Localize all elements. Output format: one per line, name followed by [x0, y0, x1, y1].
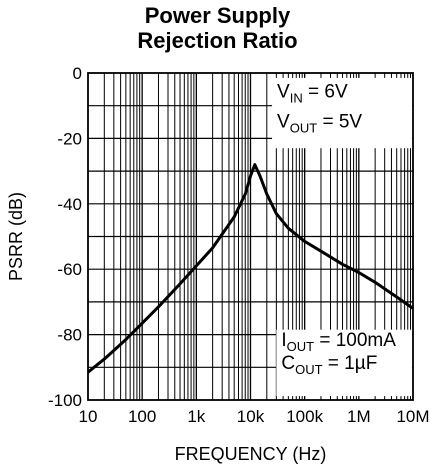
condition-label: VOUT = 5V: [277, 112, 362, 136]
x-tick-label: 10M: [396, 407, 429, 426]
y-tick-labels: 0 -20 -40 -60 -80 -100: [48, 64, 82, 410]
y-tick-label: -100: [48, 391, 82, 410]
chart-title-line-1: Power Supply: [144, 3, 291, 28]
x-tick-label: 1k: [187, 407, 205, 426]
plot-frame: [87, 72, 414, 401]
y-tick-label: -40: [57, 195, 82, 214]
condition-label: IOUT = 100mA: [281, 330, 396, 354]
x-axis-label: FREQUENCY (Hz): [175, 444, 327, 464]
x-tick-label: 10k: [237, 407, 265, 426]
x-tick-label: 100: [128, 407, 156, 426]
y-axis-label: PSRR (dB): [6, 192, 26, 281]
x-tick-label: 100k: [286, 407, 323, 426]
y-tick-label: 0: [73, 64, 82, 83]
y-tick-label: -60: [57, 260, 82, 279]
condition-label: VIN = 6V: [277, 82, 348, 106]
y-tick-label: -80: [57, 326, 82, 345]
conditions-box-bottom: [276, 329, 412, 397]
x-tick-label: 10: [79, 407, 98, 426]
y-tick-label: -20: [57, 129, 82, 148]
condition-label: COUT = 1µF: [281, 353, 377, 377]
annotation-boxes: [272, 77, 412, 397]
x-tick-labels: 10 100 1k 10k 100k 1M 10M: [79, 407, 430, 426]
psrr-curve: [87, 163, 414, 374]
x-tick-label: 1M: [347, 407, 371, 426]
conditions-box-top: [272, 77, 412, 149]
chart-title-line-2: Rejection Ratio: [137, 28, 298, 53]
